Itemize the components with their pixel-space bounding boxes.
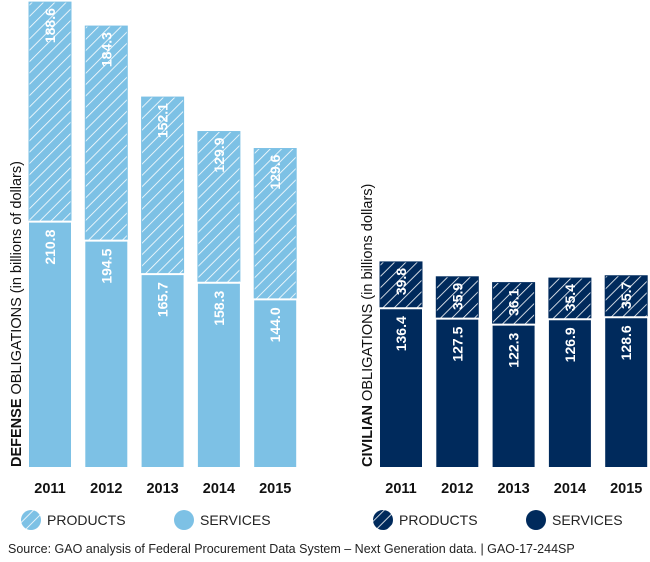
label-services-2011: 210.8 [42,229,58,264]
x-tick-2015: 2015 [259,481,291,497]
y-axis-label-bold: DEFENSE [9,398,25,467]
bar-products-2014 [197,131,241,284]
x-tick-2011: 2011 [34,481,65,497]
bar-services-2013 [141,274,184,467]
bar-products-2013 [141,96,185,275]
x-tick-2015: 2015 [610,481,642,497]
legend-services-label: SERVICES [200,512,271,528]
label-services-2013: 165.7 [155,282,171,317]
label-services-2015: 144.0 [267,307,283,342]
y-axis-label-bold: CIVILIAN [360,405,376,467]
x-tick-2011: 2011 [385,481,416,497]
label-services-2013: 122.3 [506,332,522,367]
legend-products-label: PRODUCTS [47,512,126,528]
label-products-2015: 35.7 [618,282,634,309]
label-services-2012: 127.5 [449,326,465,361]
bar-products-2014 [548,277,592,320]
bar-products-2013 [492,282,536,326]
bar-services-2012 [85,240,128,467]
x-tick-2013: 2013 [497,481,529,497]
legend-products-swatch [21,510,41,530]
label-services-2011: 136.4 [393,316,409,351]
bar-products-2012 [435,276,479,320]
bar-products-2012 [84,25,128,242]
x-tick-2014: 2014 [554,481,586,497]
label-products-2011: 39.8 [393,268,409,295]
chart-1: CIVILIAN OBLIGATIONS (in billions dollar… [360,184,649,530]
label-services-2015: 128.6 [618,325,634,360]
bar-products-2015 [253,148,297,300]
label-products-2014: 35.4 [562,284,578,311]
bar-services-2015 [605,317,648,467]
label-products-2013: 36.1 [506,288,522,315]
legend-services-label: SERVICES [552,512,623,528]
bar-services-2012 [436,318,479,467]
label-services-2014: 126.9 [562,327,578,362]
bar-services-2011 [29,221,71,467]
label-products-2013: 152.1 [155,103,171,138]
label-products-2012: 184.3 [98,32,114,67]
y-axis-label: CIVILIAN OBLIGATIONS (in billions dollar… [360,184,376,467]
legend-products-label: PRODUCTS [399,512,478,528]
bar-services-2014 [197,282,240,467]
bar-services-2014 [548,319,591,467]
legend-products-swatch [373,510,393,530]
bar-products-2015 [604,275,648,318]
bar-services-2011 [380,308,422,467]
x-tick-2012: 2012 [441,481,473,497]
y-axis-label: DEFENSE OBLIGATIONS (in billions of doll… [9,161,25,467]
source-note: Source: GAO analysis of Federal Procurem… [8,542,575,556]
x-tick-2013: 2013 [146,481,178,497]
bar-services-2013 [492,324,535,467]
label-products-2015: 129.6 [267,154,283,189]
label-services-2012: 194.5 [98,248,114,283]
legend-services-swatch [174,510,194,530]
bar-services-2015 [254,299,297,467]
bar-products-2011 [28,1,72,223]
bar-products-2011 [379,261,423,309]
chart-0: DEFENSE OBLIGATIONS (in billions of doll… [9,1,298,530]
y-axis-label-rest: OBLIGATIONS (in billions dollars) [360,184,376,405]
x-tick-2014: 2014 [203,481,235,497]
label-products-2014: 129.9 [211,137,227,172]
label-products-2012: 35.9 [449,283,465,310]
label-products-2011: 188.6 [42,8,58,43]
y-axis-label-rest: OBLIGATIONS (in billions of dollars) [9,161,25,398]
label-services-2014: 158.3 [211,291,227,326]
legend-services-swatch [526,510,546,530]
x-tick-2012: 2012 [90,481,122,497]
